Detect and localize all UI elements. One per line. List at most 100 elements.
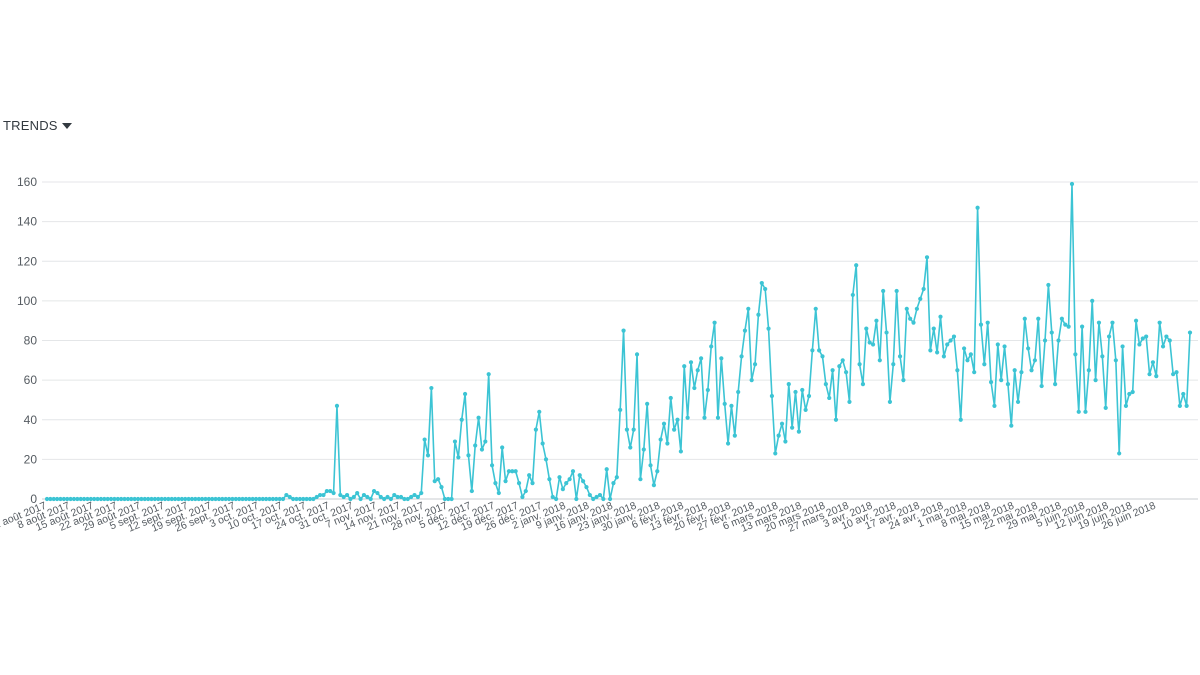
data-point[interactable] (692, 385, 697, 391)
data-point[interactable] (988, 380, 994, 385)
data-point[interactable] (226, 496, 232, 502)
data-point[interactable] (1080, 324, 1085, 329)
data-point[interactable] (398, 494, 404, 500)
data-point[interactable] (105, 496, 110, 502)
data-point[interactable] (277, 496, 282, 502)
data-point[interactable] (1100, 354, 1105, 359)
data-point[interactable] (203, 496, 208, 502)
data-point[interactable] (1086, 368, 1091, 373)
data-point[interactable] (1056, 338, 1061, 343)
data-point[interactable] (995, 342, 1000, 347)
data-point[interactable] (479, 447, 485, 452)
data-point[interactable] (574, 496, 579, 502)
data-point[interactable] (402, 496, 407, 502)
data-point[interactable] (328, 488, 333, 494)
data-point[interactable] (142, 496, 147, 502)
data-point[interactable] (547, 477, 552, 482)
data-point[interactable] (243, 496, 249, 502)
data-point[interactable] (88, 496, 93, 502)
data-point[interactable] (901, 378, 906, 383)
data-point[interactable] (823, 381, 828, 387)
data-point[interactable] (1123, 403, 1129, 408)
data-point[interactable] (102, 496, 107, 502)
data-point[interactable] (921, 286, 926, 292)
data-point[interactable] (722, 401, 727, 406)
data-point[interactable] (523, 488, 528, 494)
data-point[interactable] (493, 481, 498, 486)
data-point[interactable] (503, 479, 508, 484)
data-point[interactable] (466, 453, 471, 458)
data-point[interactable] (911, 320, 916, 325)
data-point[interactable] (196, 496, 201, 502)
data-point[interactable] (843, 370, 849, 375)
data-point[interactable] (253, 496, 259, 502)
data-point[interactable] (1032, 358, 1037, 363)
data-point[interactable] (783, 439, 788, 444)
data-point[interactable] (1046, 282, 1051, 288)
data-point[interactable] (564, 481, 569, 486)
data-point[interactable] (1106, 334, 1112, 339)
data-point[interactable] (173, 496, 178, 502)
data-point[interactable] (1184, 403, 1189, 408)
data-point[interactable] (1090, 298, 1095, 303)
data-point[interactable] (257, 496, 262, 502)
data-point[interactable] (456, 455, 461, 460)
data-point[interactable] (162, 496, 168, 502)
data-point[interactable] (634, 352, 640, 357)
data-point[interactable] (1022, 316, 1027, 321)
data-point[interactable] (65, 496, 70, 502)
data-point[interactable] (223, 496, 228, 502)
data-point[interactable] (1005, 381, 1011, 387)
data-point[interactable] (813, 306, 818, 311)
data-point[interactable] (1171, 372, 1176, 377)
data-point[interactable] (1053, 381, 1058, 387)
data-point[interactable] (719, 356, 724, 361)
data-point[interactable] (382, 496, 387, 502)
data-point[interactable] (500, 445, 505, 450)
data-point[interactable] (817, 348, 822, 353)
data-point[interactable] (1130, 389, 1135, 395)
data-point[interactable] (645, 401, 650, 406)
data-point[interactable] (1167, 338, 1172, 343)
data-point[interactable] (527, 473, 532, 478)
data-point[interactable] (341, 494, 346, 500)
data-point[interactable] (904, 306, 909, 311)
data-point[interactable] (1063, 322, 1068, 327)
data-point[interactable] (412, 492, 417, 498)
data-point[interactable] (334, 403, 340, 408)
data-point[interactable] (216, 496, 222, 502)
data-point[interactable] (827, 395, 832, 401)
data-point[interactable] (651, 483, 657, 488)
data-point[interactable] (874, 318, 879, 323)
data-point[interactable] (840, 358, 845, 363)
data-point[interactable] (1036, 316, 1041, 321)
data-point[interactable] (699, 356, 704, 361)
data-point[interactable] (274, 496, 279, 502)
data-point[interactable] (287, 494, 292, 500)
data-point[interactable] (1140, 336, 1145, 341)
data-point[interactable] (122, 496, 127, 502)
data-point[interactable] (962, 346, 967, 351)
data-point[interactable] (68, 496, 73, 502)
data-point[interactable] (260, 496, 265, 502)
data-point[interactable] (1144, 334, 1149, 339)
data-point[interactable] (321, 492, 326, 498)
data-point[interactable] (250, 496, 255, 502)
data-point[interactable] (409, 494, 414, 500)
data-point[interactable] (311, 496, 316, 502)
data-point[interactable] (864, 326, 869, 331)
data-point[interactable] (388, 496, 394, 502)
data-point[interactable] (810, 348, 815, 353)
data-point[interactable] (378, 494, 383, 500)
data-point[interactable] (304, 496, 309, 502)
data-point[interactable] (958, 417, 963, 422)
data-point[interactable] (732, 433, 737, 438)
data-point[interactable] (715, 415, 721, 420)
data-point[interactable] (725, 441, 731, 446)
data-point[interactable] (1127, 391, 1132, 397)
data-point[interactable] (581, 479, 586, 484)
data-point[interactable] (955, 368, 960, 373)
data-point[interactable] (483, 439, 488, 444)
data-point[interactable] (516, 481, 522, 486)
data-point[interactable] (594, 494, 599, 500)
